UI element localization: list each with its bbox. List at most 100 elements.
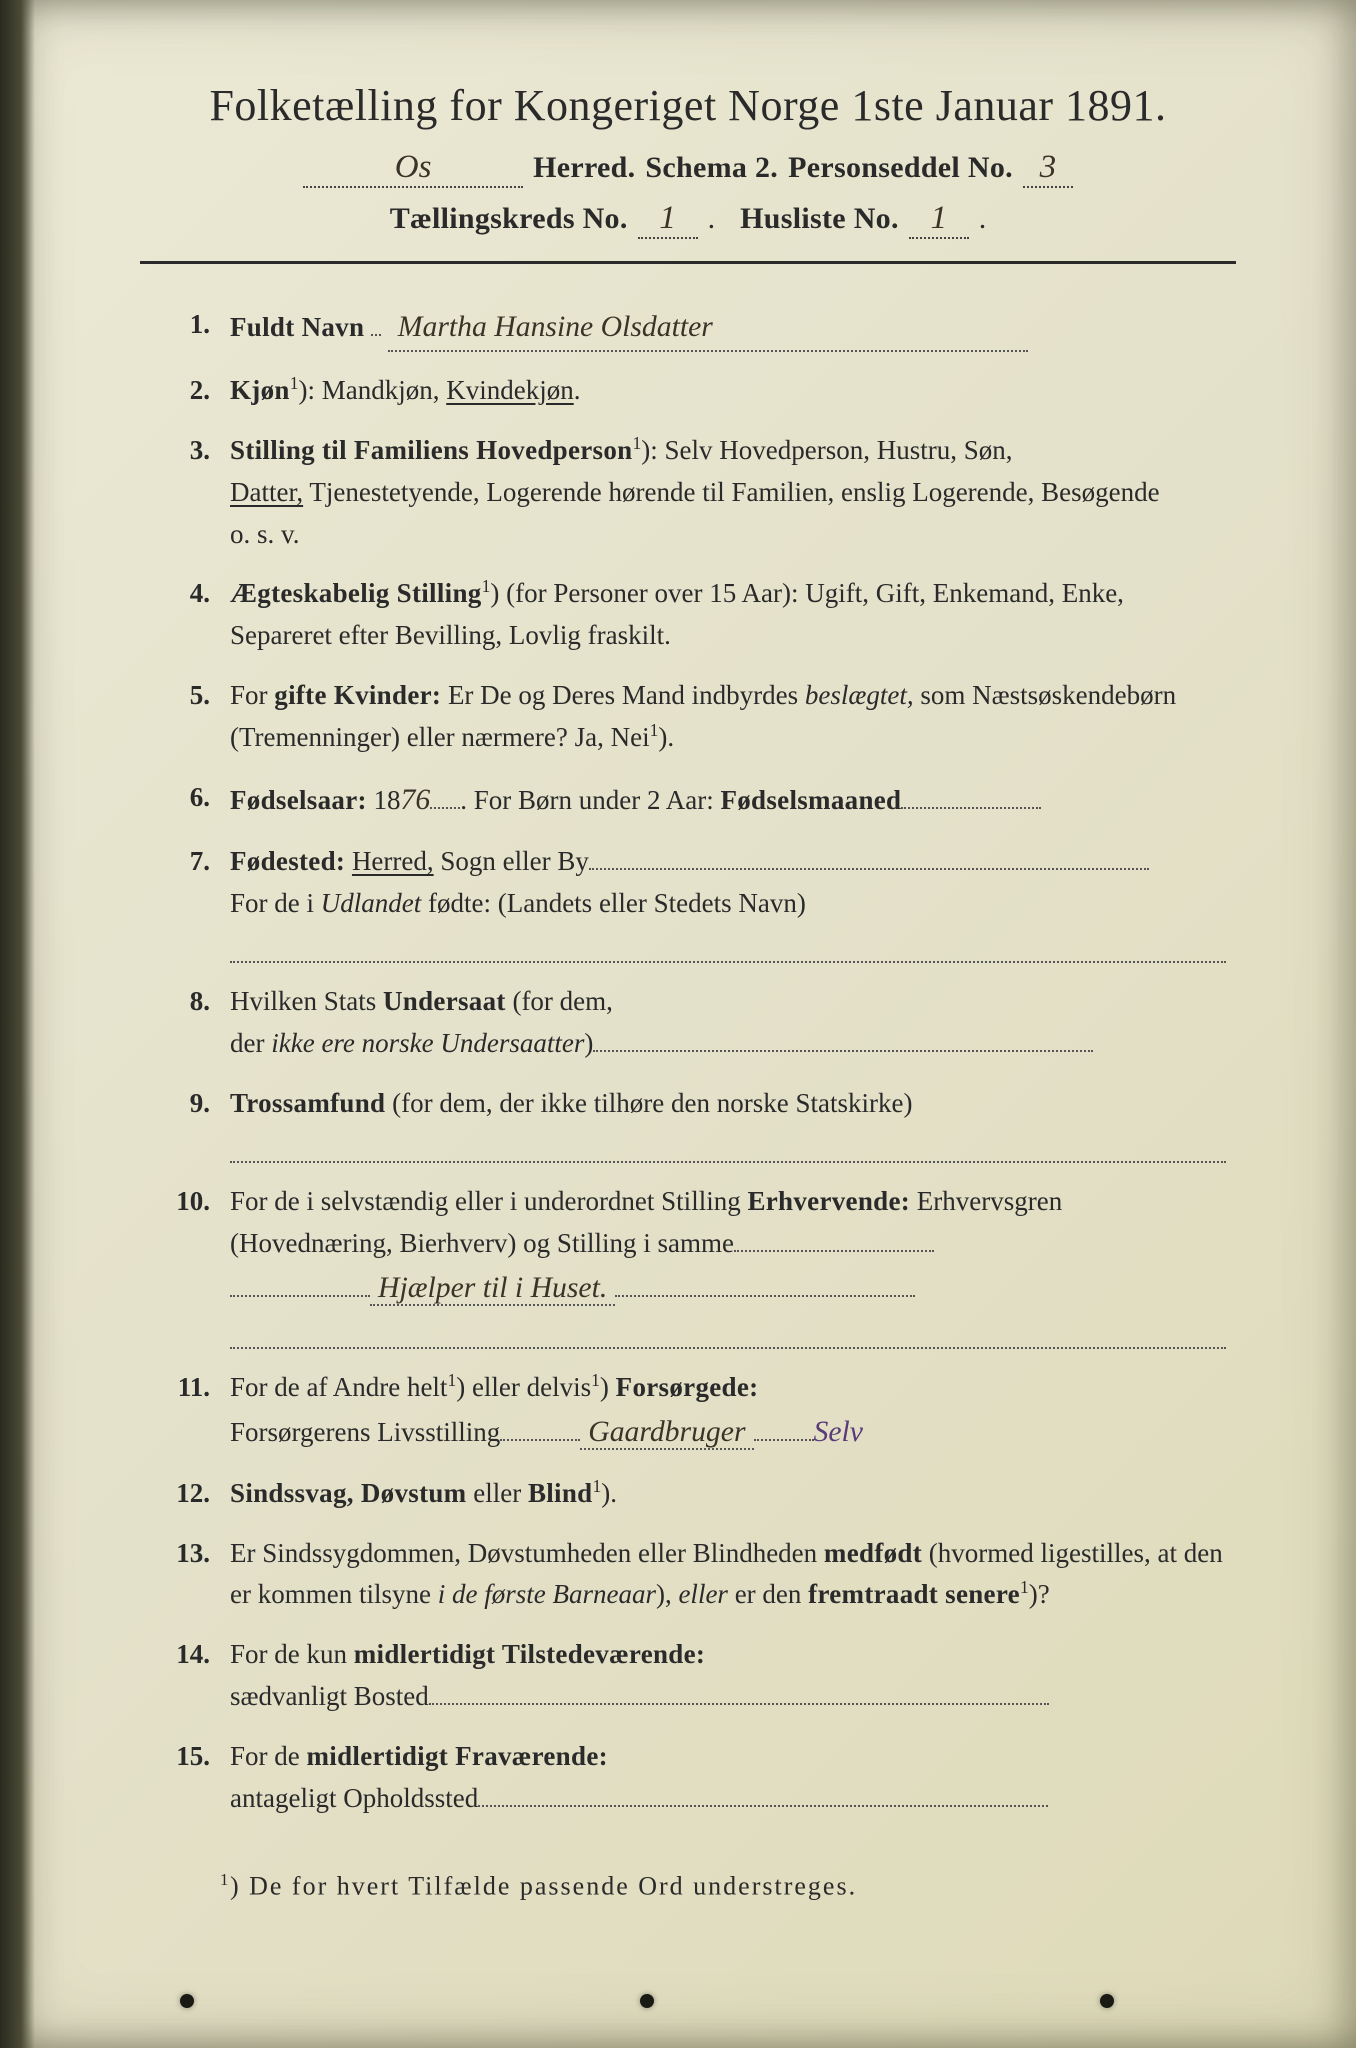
field-num: 6. (170, 777, 230, 819)
field-label: Ægteskabelig Stilling (230, 578, 482, 608)
binding-hole-icon (1100, 1994, 1114, 2008)
field-11-provider: 11. For de af Andre helt1) eller delvis1… (170, 1367, 1226, 1455)
text: ) (584, 1028, 593, 1058)
text-italic: i de første Barneaar (438, 1579, 656, 1609)
field-label: Stilling til Familiens Hovedperson (230, 435, 632, 465)
header-line-2: Tællingskreds No. 1 . Husliste No. 1 . (140, 200, 1236, 239)
schema-label: Schema 2. (645, 151, 778, 185)
field-5-kinship: 5. For gifte Kvinder: Er De og Deres Man… (170, 675, 1226, 759)
footnote-ref: 1 (632, 433, 641, 453)
field-label: midlertidigt Tilstedeværende: (354, 1639, 705, 1669)
field-10-occupation: 10. For de i selvstændig eller i underor… (170, 1181, 1226, 1349)
herred-label: Herred. (533, 151, 635, 185)
footnote-text: ) De for hvert Tilfælde passende Ord und… (230, 1871, 857, 1900)
text: ), (656, 1579, 679, 1609)
field-label: gifte Kvinder: (274, 680, 441, 710)
field-label: midlertidigt Fraværende: (307, 1741, 608, 1771)
footnote: 1) De for hvert Tilfælde passende Ord un… (140, 1870, 1236, 1902)
field-9-religion: 9. Trossamfund (for dem, der ikke tilhør… (170, 1083, 1226, 1163)
text: For (230, 680, 274, 710)
field-num: 4. (170, 573, 230, 615)
kreds-label: Tællingskreds No. (390, 202, 628, 236)
header-line-1: Os Herred. Schema 2. Personseddel No. 3 (140, 149, 1236, 188)
personseddel-value: 3 (1040, 149, 1057, 185)
field-label: medfødt (824, 1538, 922, 1568)
text: (for dem, (506, 986, 613, 1016)
field-label: Fødselsaar: (230, 785, 367, 815)
field-label: Blind (528, 1478, 593, 1508)
field-num: 9. (170, 1083, 230, 1125)
field-6-birthyear: 6. Fødselsaar: 1876. For Børn under 2 Aa… (170, 777, 1226, 823)
text: sædvanligt Bosted (230, 1681, 429, 1711)
field-7-birthplace: 7. Fødested: Herred, Sogn eller By For d… (170, 841, 1226, 963)
text: For de i selvstændig eller i underordnet… (230, 1186, 747, 1216)
text-italic: eller (678, 1579, 727, 1609)
text: Hvilken Stats (230, 986, 383, 1016)
footnote-ref: 1 (1020, 1577, 1029, 1597)
text: er den (728, 1579, 808, 1609)
field-label: Fuldt Navn (230, 312, 364, 342)
field-num: 8. (170, 981, 230, 1023)
footnote-marker: 1 (220, 1870, 230, 1889)
text: Tjenestetyende, Logerende hørende til Fa… (303, 477, 1159, 507)
field-2-sex: 2. Kjøn1): Mandkjøn, Kvindekjøn. (170, 370, 1226, 412)
field-num: 11. (170, 1367, 230, 1409)
field-label: Forsørgede: (616, 1372, 759, 1402)
selected-value: Kvindekjøn (446, 375, 574, 405)
text: . (574, 375, 581, 405)
field-1-name: 1. Fuldt Navn Martha Hansine Olsdatter (170, 304, 1226, 352)
text: For de kun (230, 1639, 354, 1669)
form-title: Folketælling for Kongeriget Norge 1ste J… (140, 80, 1236, 131)
field-num: 1. (170, 304, 230, 346)
text: (for dem, der ikke tilhøre den norske St… (385, 1088, 912, 1118)
text: . For Børn under 2 Aar: (460, 785, 720, 815)
field-14-temporary-present: 14. For de kun midlertidigt Tilstedevære… (170, 1634, 1226, 1718)
field-num: 13. (170, 1533, 230, 1575)
text: Forsørgerens Livsstilling (230, 1417, 500, 1447)
field-num: 5. (170, 675, 230, 717)
text: antageligt Opholdssted (230, 1783, 478, 1813)
field-label: Kjøn (230, 375, 290, 405)
text: Er Sindssygdommen, Døvstumheden eller Bl… (230, 1538, 824, 1568)
occupation-value: Hjælper til i Huset. (370, 1272, 615, 1306)
text: ). (658, 722, 674, 752)
field-12-disability: 12. Sindssvag, Døvstum eller Blind1). (170, 1473, 1226, 1515)
field-label: Fødested: (230, 846, 345, 876)
text: For de i (230, 888, 321, 918)
text: For de (230, 1741, 307, 1771)
text: )? (1029, 1579, 1050, 1609)
form-fields: 1. Fuldt Navn Martha Hansine Olsdatter 2… (140, 304, 1236, 1820)
year-prefix: 18 (367, 785, 401, 815)
husliste-value: 1 (931, 200, 948, 236)
text: ): Selv Hovedperson, Hustru, Søn, (641, 435, 1012, 465)
provider-value: Gaardbruger (580, 1416, 753, 1450)
field-4-marital: 4. Ægteskabelig Stilling1) (for Personer… (170, 573, 1226, 657)
text: ): Mandkjøn, (298, 375, 446, 405)
field-num: 7. (170, 841, 230, 883)
field-num: 3. (170, 430, 230, 472)
field-num: 10. (170, 1181, 230, 1223)
provider-note: Selv (814, 1416, 863, 1448)
field-label: Erhvervende: (747, 1186, 910, 1216)
selected-value: Herred, (352, 846, 434, 876)
footnote-ref: 1 (592, 1476, 601, 1496)
text: ). (601, 1478, 617, 1508)
text-italic: Udlandet (321, 888, 422, 918)
kreds-value: 1 (659, 200, 676, 236)
text: Sogn eller By (434, 846, 589, 876)
text: ) (600, 1372, 616, 1402)
text-italic: beslægtet, (805, 680, 914, 710)
field-13-congenital: 13. Er Sindssygdommen, Døvstumheden elle… (170, 1533, 1226, 1617)
text-italic: ikke ere norske Undersaatter (271, 1028, 584, 1058)
field-num: 15. (170, 1736, 230, 1778)
field-3-relation: 3. Stilling til Familiens Hovedperson1):… (170, 430, 1226, 556)
footnote-ref: 1 (591, 1370, 600, 1390)
text: Er De og Deres Mand indbyrdes (441, 680, 805, 710)
text: For de af Andre helt (230, 1372, 447, 1402)
field-label: Undersaat (383, 986, 506, 1016)
field-label: Fødselsmaaned (720, 785, 901, 815)
name-value: Martha Hansine Olsdatter (388, 304, 1028, 352)
field-label: fremtraadt senere (808, 1579, 1020, 1609)
personseddel-label: Personseddel No. (788, 151, 1013, 185)
footnote-ref: 1 (447, 1370, 456, 1390)
